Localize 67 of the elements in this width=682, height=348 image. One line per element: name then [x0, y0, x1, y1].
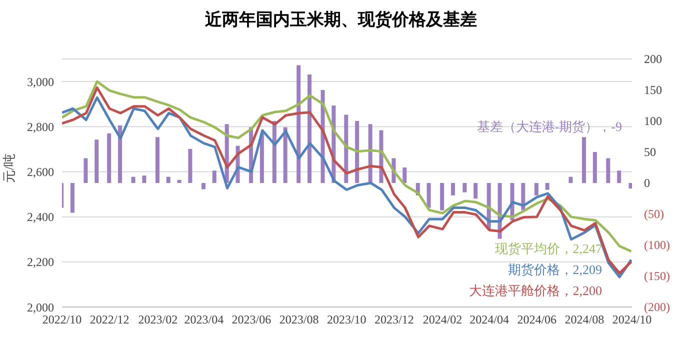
- bar: [201, 183, 206, 190]
- x-tick-label: 2024/08: [564, 312, 604, 327]
- bar: [155, 137, 160, 183]
- bar: [582, 137, 586, 183]
- x-tick-label: 2023/02: [138, 312, 178, 327]
- y2-tick-label: 100: [644, 114, 662, 128]
- bar: [131, 176, 136, 183]
- bar: [283, 127, 288, 183]
- y2-tick-label: 150: [644, 83, 662, 97]
- y-axis-title: 元/吨: [2, 153, 17, 183]
- x-tick-label: 2023/04: [184, 312, 224, 327]
- chart-title: 近两年国内玉米期、现货价格及基差: [204, 9, 478, 31]
- bar: [440, 183, 444, 210]
- bar: [308, 74, 312, 183]
- x-tick-label: 2023/10: [326, 312, 366, 327]
- annotation: 期货价格，2,209: [508, 261, 602, 279]
- bar: [426, 183, 431, 208]
- y-tick-label: 2,400: [27, 210, 54, 224]
- bar: [166, 176, 170, 183]
- bar: [606, 158, 610, 183]
- x-tick-label: 2022/10: [42, 312, 82, 327]
- bar: [355, 121, 360, 183]
- y2-tick-label: (150): [644, 269, 670, 283]
- y-tick-label: 3,000: [27, 74, 54, 89]
- y2-tick-label: 0: [644, 176, 650, 190]
- bar: [188, 148, 192, 183]
- y2-tick-label: (100): [644, 238, 670, 252]
- annotation: 基差（大连港-期货），-9: [476, 118, 622, 136]
- bar: [177, 180, 182, 183]
- y2-tick-label: 50: [644, 145, 656, 159]
- bar: [296, 65, 301, 183]
- bar: [450, 183, 455, 196]
- bar: [212, 170, 216, 183]
- bar: [94, 140, 99, 183]
- x-tick-label: 2024/10: [612, 312, 652, 327]
- y-tick-label: 2,000: [27, 300, 54, 314]
- x-tick-label: 2023/12: [374, 312, 414, 327]
- bar: [107, 133, 112, 183]
- bar: [592, 152, 597, 183]
- bar: [344, 114, 348, 183]
- bar: [568, 176, 573, 183]
- bar: [474, 183, 478, 198]
- y2-tick-label: 200: [644, 52, 662, 66]
- bar: [617, 170, 622, 183]
- bar: [70, 183, 74, 213]
- y-tick-label: 2,800: [27, 120, 54, 134]
- x-tick-label: 2024/04: [470, 312, 509, 327]
- bar: [84, 158, 88, 183]
- bar: [545, 183, 550, 190]
- bar: [402, 168, 407, 183]
- bar: [462, 183, 467, 192]
- x-tick-label: 2022/12: [90, 312, 130, 327]
- y2-tick-label: (50): [644, 207, 664, 221]
- x-tick-label: 2023/06: [232, 312, 272, 327]
- x-tick-label: 2024/02: [422, 312, 462, 327]
- bar: [118, 125, 122, 183]
- bar: [534, 183, 538, 196]
- y2-tick-label: (200): [644, 300, 670, 314]
- annotation: 现货平均价，2,247: [494, 240, 602, 258]
- x-tick-label: 2023/08: [279, 312, 319, 327]
- y-tick-label: 2,200: [27, 255, 54, 270]
- x-tick-label: 2024/06: [517, 312, 557, 327]
- bar: [628, 183, 632, 189]
- bar: [142, 176, 146, 183]
- y-tick-label: 2,600: [27, 164, 54, 179]
- annotation: 大连港平舱价格，2,200: [468, 282, 602, 300]
- bar: [260, 133, 264, 183]
